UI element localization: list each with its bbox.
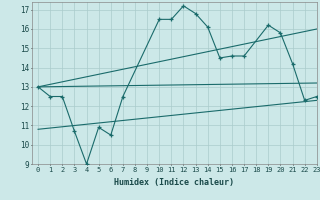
X-axis label: Humidex (Indice chaleur): Humidex (Indice chaleur) xyxy=(115,178,234,187)
